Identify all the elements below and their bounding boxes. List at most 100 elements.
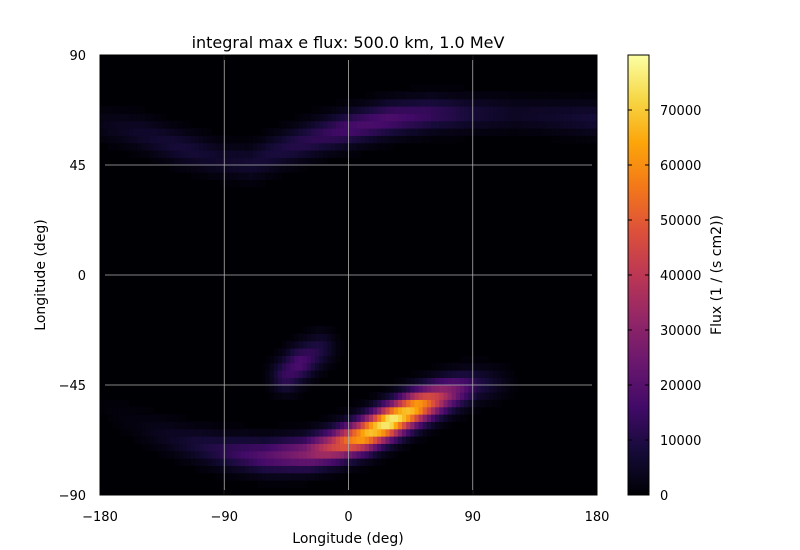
heatmap-cell [339,443,345,452]
heatmap-cell [223,443,229,452]
heatmap-cell [439,362,445,371]
heatmap-cell [447,84,453,92]
heatmap-cell [447,406,453,415]
heatmap-cell [232,142,237,151]
heatmap-cell [310,128,316,136]
heatmap-cell [418,377,424,386]
heatmap-cell [165,128,171,136]
heatmap-cell [248,472,254,481]
heatmap-cell [534,91,540,100]
heatmap-cell [484,384,490,393]
heatmap-cell [298,480,304,488]
heatmap-cell [447,128,453,136]
heatmap-cell [315,113,320,122]
heatmap-cell [178,421,184,430]
heatmap-cell [153,443,159,452]
heatmap-cell [269,164,275,173]
heatmap-cell [182,414,188,422]
heatmap-cell [364,421,370,430]
heatmap-cell [356,399,362,408]
heatmap-cell [161,414,167,422]
heatmap-cell [136,150,142,158]
heatmap-cell [406,113,411,122]
heatmap-cell [406,436,411,444]
heatmap-cell [178,128,184,136]
heatmap-cell [273,150,279,158]
heatmap-cell [389,384,395,393]
heatmap-cell [472,392,478,400]
heatmap-cell [141,135,146,144]
heatmap-cell [174,150,179,158]
heatmap-cell [476,98,482,107]
heatmap-cell [157,414,163,422]
heatmap-cell [431,392,436,400]
heatmap-cell [157,113,163,122]
heatmap-cell [281,377,287,386]
heatmap-cell [269,443,275,452]
colorbar-tick-label: 70000 [660,104,701,119]
heatmap-cell [443,106,449,114]
heatmap-cell [364,98,370,107]
heatmap-cell [153,157,159,166]
heatmap-cell [257,135,262,144]
heatmap-cell [323,113,329,122]
heatmap-cell [464,128,469,136]
heatmap-cell [422,113,428,122]
heatmap-cell [294,465,300,474]
heatmap-cell [298,384,304,393]
heatmap-cell [286,458,291,466]
heatmap-cell [406,120,411,129]
heatmap-cell [153,428,159,437]
heatmap-cell [248,458,254,466]
heatmap-cell [298,157,304,166]
heatmap-cell [281,421,287,430]
heatmap-cell [323,362,329,371]
heatmap-cell [393,135,399,144]
heatmap-cell [422,406,428,415]
heatmap-cell [223,157,229,166]
heatmap-cell [182,142,188,151]
heatmap-cell [381,98,387,107]
heatmap-cell [580,128,585,136]
heatmap-cell [368,428,374,437]
heatmap-cell [530,120,536,129]
heatmap-cell [505,91,511,100]
heatmap-cell [120,399,126,408]
heatmap-cell [476,128,482,136]
heatmap-cell [335,428,341,437]
heatmap-cell [542,113,548,122]
heatmap-cell [182,428,188,437]
heatmap-cell [252,142,258,151]
heatmap-cell [112,106,117,114]
colorbar-tick-labels: 0 10000 20000 30000 40000 50000 60000 70… [660,104,701,504]
heatmap-cell [194,172,200,180]
heatmap-cell [107,142,113,151]
heatmap-cell [306,428,312,437]
heatmap-cell [257,465,262,474]
heatmap-cell [468,113,474,122]
heatmap-cell [174,414,179,422]
heatmap-cell [157,428,163,437]
heatmap-cell [120,128,126,136]
heatmap-cell [580,106,585,114]
heatmap-cell [414,370,420,378]
heatmap-cell [186,142,192,151]
heatmap-cell [563,91,569,100]
heatmap-cell [112,421,117,430]
heatmap-cell [310,370,316,378]
heatmap-cell [455,377,461,386]
heatmap-cell [161,436,167,444]
heatmap-cell [236,428,242,437]
heatmap-cell [435,128,440,136]
heatmap-cell [484,399,490,408]
heatmap-cell [571,113,577,122]
heatmap-cell [116,106,122,114]
heatmap-cell [107,120,113,129]
heatmap-cell [385,428,391,437]
heatmap-cell [302,326,308,334]
heatmap-cell [161,421,167,430]
heatmap-cell [244,135,250,144]
heatmap-cell [269,472,275,481]
heatmap-cell [207,135,213,144]
heatmap-cell [447,113,453,122]
